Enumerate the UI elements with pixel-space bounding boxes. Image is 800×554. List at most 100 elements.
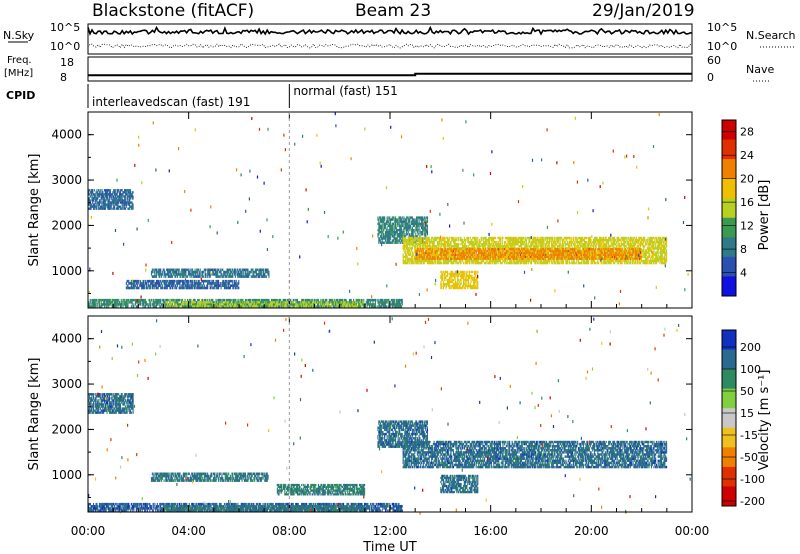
- heatmap-cell: [410, 253, 412, 256]
- heatmap-cell: [199, 282, 201, 285]
- heatmap-cell: [395, 226, 398, 230]
- heatmap-cell: [405, 222, 408, 225]
- heatmap-cell: [196, 282, 198, 285]
- heatmap-cell: [395, 239, 397, 242]
- heatmap-cell: [184, 298, 186, 302]
- heatmap-cell: [104, 303, 106, 306]
- heatmap-cell: [324, 301, 326, 304]
- heatmap-cell: [178, 303, 180, 306]
- heatmap-cell: [247, 273, 249, 276]
- heatmap-cell: [148, 305, 150, 308]
- heatmap-cell: [337, 303, 339, 306]
- heatmap-cell: [379, 235, 382, 238]
- heatmap-cell: [379, 224, 382, 228]
- heatmap-cell: [414, 224, 416, 228]
- heatmap-cell: [109, 203, 111, 206]
- heatmap-cell: [313, 298, 315, 302]
- heatmap-cell: [253, 270, 255, 274]
- heatmap-cell: [369, 298, 372, 302]
- cpid-segment-1: interleavedscan (fast) 191: [92, 95, 250, 109]
- heatmap-cell: [253, 275, 255, 278]
- heatmap-cell: [390, 298, 392, 302]
- heatmap-cell: [125, 201, 127, 204]
- heatmap-cell: [378, 218, 380, 221]
- heatmap-cell: [166, 273, 169, 276]
- heatmap-cell: [156, 279, 158, 283]
- heatmap-cell: [368, 303, 370, 306]
- heatmap-cell: [94, 205, 96, 208]
- heatmap-cell: [93, 195, 96, 198]
- heatmap-cell: [221, 301, 223, 304]
- heatmap-cell: [114, 303, 116, 306]
- heatmap-cell: [121, 197, 123, 200]
- heatmap-cell: [168, 279, 170, 283]
- heatmap-cell: [208, 275, 210, 278]
- heatmap-cell: [90, 303, 92, 306]
- heatmap-cell: [132, 207, 134, 210]
- heatmap-cell: [88, 191, 90, 194]
- heatmap-cell: [266, 305, 268, 308]
- heatmap-cell: [207, 303, 209, 306]
- heatmap-cell: [448, 238, 450, 242]
- heatmap-cell: [504, 259, 507, 263]
- heatmap-cell: [236, 268, 238, 272]
- heatmap-cell: [208, 282, 210, 285]
- heatmap-cell: [234, 275, 236, 278]
- heatmap-cell: [377, 218, 379, 221]
- heatmap-cell: [115, 197, 117, 200]
- heatmap-cell: [124, 207, 126, 210]
- heatmap-cell: [242, 303, 244, 306]
- heatmap-cell: [385, 233, 387, 236]
- heatmap-cell: [380, 237, 382, 240]
- heatmap-cell: [101, 195, 103, 198]
- heatmap-cell: [405, 216, 408, 219]
- heatmap-cell: [201, 303, 203, 306]
- heatmap-cell: [385, 220, 387, 223]
- heatmap-cell: [396, 220, 398, 223]
- heatmap-cell: [386, 235, 388, 238]
- heatmap-cell: [114, 203, 116, 206]
- heatmap-cell: [292, 305, 294, 308]
- heatmap-cell: [244, 301, 246, 304]
- heatmap-cell: [103, 193, 106, 196]
- heatmap-cell: [132, 205, 134, 208]
- heatmap-cell: [126, 279, 128, 283]
- heatmap-cell: [216, 279, 218, 283]
- heatmap-cell: [213, 282, 215, 285]
- heatmap-cell: [134, 286, 136, 290]
- heatmap-cell: [208, 279, 210, 283]
- heatmap-cell: [384, 301, 386, 304]
- heatmap-cell: [213, 301, 215, 304]
- heatmap-cell: [250, 305, 252, 308]
- heatmap-cell: [249, 305, 252, 308]
- heatmap-cell: [378, 298, 380, 302]
- heatmap-cell: [174, 303, 176, 306]
- heatmap-cell: [133, 279, 135, 283]
- heatmap-cell: [171, 284, 173, 287]
- heatmap-cell: [268, 275, 270, 278]
- heatmap-cell: [124, 197, 126, 200]
- heatmap-cell: [405, 231, 408, 234]
- heatmap-cell: [114, 201, 116, 204]
- heatmap-cell: [189, 298, 191, 302]
- heatmap-cell: [407, 231, 409, 234]
- heatmap-cell: [143, 303, 145, 306]
- heatmap-cell: [91, 193, 93, 196]
- heatmap-cell: [171, 305, 174, 308]
- heatmap-cell: [124, 195, 127, 198]
- heatmap-cell: [88, 305, 90, 308]
- heatmap-cell: [89, 305, 91, 308]
- heatmap-cell: [300, 301, 302, 304]
- heatmap-cell: [418, 220, 420, 223]
- heatmap-cell: [217, 286, 219, 290]
- heatmap-cell: [98, 195, 100, 198]
- heatmap-cell: [177, 282, 179, 285]
- heatmap-cell: [125, 189, 127, 192]
- heatmap-cell: [129, 282, 131, 285]
- heatmap-cell: [280, 305, 283, 308]
- heatmap-cell: [129, 193, 131, 196]
- heatmap-cell: [186, 282, 188, 285]
- heatmap-cell: [382, 235, 384, 238]
- heatmap-cell: [189, 305, 191, 308]
